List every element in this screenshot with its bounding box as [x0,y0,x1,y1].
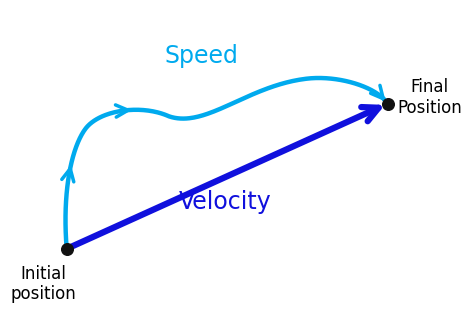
Text: Speed: Speed [164,44,238,68]
Text: Final
Position: Final Position [397,78,462,117]
Point [384,101,392,106]
Text: Initial
position: Initial position [10,265,76,303]
Text: Velocity: Velocity [178,189,271,213]
Point [63,246,71,251]
